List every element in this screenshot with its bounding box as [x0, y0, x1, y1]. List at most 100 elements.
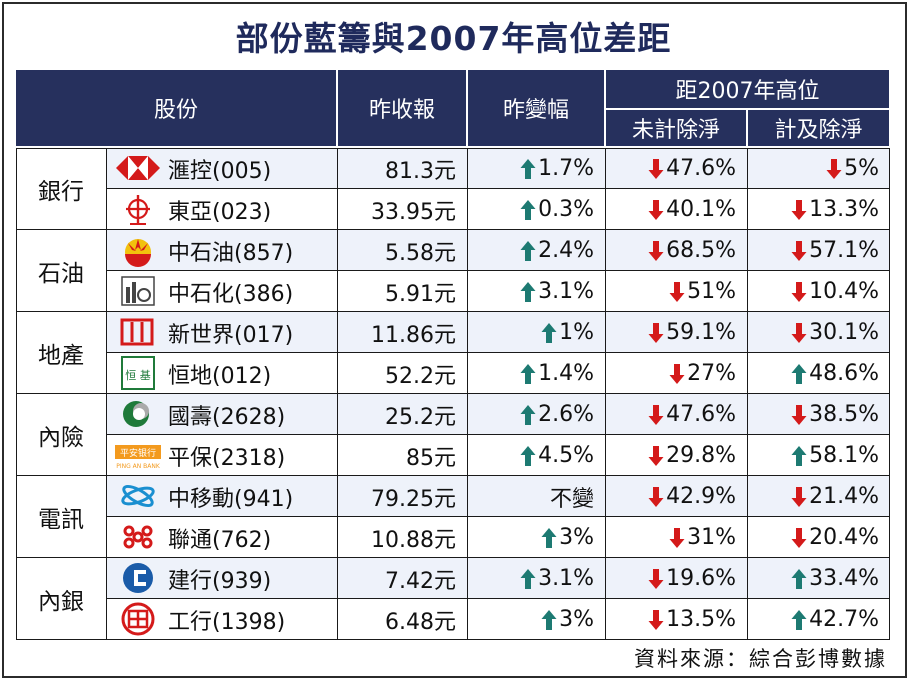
- group-bg: [16, 394, 106, 476]
- grid-right: [889, 148, 890, 640]
- stock-name: 國壽(2628): [168, 404, 286, 430]
- close-value-text: 11.86元: [371, 322, 456, 348]
- change-value: 1%: [468, 312, 604, 353]
- close-value: 5.91元: [338, 271, 466, 312]
- close-value: 7.42元: [338, 558, 466, 599]
- group-divider: [16, 475, 889, 476]
- stock-name: 恒地(012): [168, 363, 272, 389]
- arrow-up-icon: [541, 322, 557, 343]
- row-stripe: [106, 394, 889, 435]
- unadjusted-value-text: 13.5%: [666, 607, 736, 632]
- close-value: 6.48元: [338, 599, 466, 640]
- change-value-text: 1.4%: [538, 361, 594, 386]
- change-value: 1.7%: [468, 148, 604, 189]
- adjusted-value: 42.7%: [748, 599, 889, 640]
- arrow-up-icon: [541, 609, 557, 630]
- group-divider: [16, 639, 889, 640]
- logo-cell: 恒 基: [114, 355, 162, 391]
- arrow-down-icon: [791, 240, 807, 261]
- row-divider: [106, 352, 889, 353]
- adjusted-value-text: 33.4%: [809, 566, 879, 591]
- change-value-text: 4.5%: [538, 443, 594, 468]
- group-bg: [16, 476, 106, 558]
- adjusted-value: 21.4%: [748, 476, 889, 517]
- logo-cell: [114, 232, 162, 268]
- unadjusted-value: 47.6%: [606, 148, 746, 189]
- stock-name: 平保(2318): [168, 445, 286, 471]
- unadjusted-value-text: 27%: [687, 361, 736, 386]
- close-value-text: 33.95元: [371, 199, 456, 225]
- pingan-logo: 平安银行 PING AN BANK: [115, 445, 161, 470]
- close-value-text: 52.2元: [385, 363, 456, 389]
- change-value-text: 3.1%: [538, 279, 594, 304]
- adjusted-value: 57.1%: [748, 230, 889, 271]
- change-value: 不變: [468, 476, 604, 517]
- close-value: 5.58元: [338, 230, 466, 271]
- change-value-text: 3%: [559, 525, 594, 550]
- adjusted-value-text: 10.4%: [809, 279, 879, 304]
- adjusted-value-text: 48.6%: [809, 361, 879, 386]
- row-stripe: [106, 476, 889, 517]
- unadjusted-value: 68.5%: [606, 230, 746, 271]
- adjusted-value: 20.4%: [748, 517, 889, 558]
- stock-name: 中移動(941): [168, 486, 294, 512]
- arrow-down-icon: [791, 527, 807, 548]
- close-value: 85元: [338, 435, 466, 476]
- group-bg: [16, 558, 106, 640]
- unadjusted-value-text: 68.5%: [666, 238, 736, 263]
- arrow-up-icon: [520, 568, 536, 589]
- close-value-text: 79.25元: [371, 486, 456, 512]
- icbc-logo: [121, 602, 155, 636]
- logo-cell: [114, 314, 162, 350]
- change-value: 3%: [468, 517, 604, 558]
- unadjusted-value: 59.1%: [606, 312, 746, 353]
- svg-text:恒 基: 恒 基: [125, 369, 151, 382]
- arrow-up-icon: [520, 240, 536, 261]
- change-value-text: 不變: [549, 486, 594, 512]
- arrow-up-icon: [520, 404, 536, 425]
- grid-adj-left: [747, 148, 748, 640]
- row-stripe: [106, 148, 889, 189]
- change-value: 1.4%: [468, 353, 604, 394]
- adjusted-value-text: 13.3%: [809, 197, 879, 222]
- unadjusted-value-text: 29.8%: [666, 443, 736, 468]
- arrow-down-icon: [648, 568, 664, 589]
- arrow-up-icon: [791, 609, 807, 630]
- close-value-text: 10.88元: [371, 527, 456, 553]
- arrow-down-icon: [648, 404, 664, 425]
- close-value: 52.2元: [338, 353, 466, 394]
- unadjusted-value-text: 47.6%: [666, 402, 736, 427]
- bea-logo: [126, 195, 150, 225]
- unadjusted-value: 13.5%: [606, 599, 746, 640]
- stock-name: 中石油(857): [168, 240, 294, 266]
- ccb-logo: [123, 563, 153, 593]
- row-divider: [106, 270, 889, 271]
- row-stripe: [106, 558, 889, 599]
- logo-cell: [114, 396, 162, 432]
- unadjusted-value: 42.9%: [606, 476, 746, 517]
- arrow-down-icon: [648, 486, 664, 507]
- group-label: 內險: [38, 425, 84, 451]
- adjusted-value-text: 20.4%: [809, 525, 879, 550]
- header-change: 昨變幅: [468, 70, 604, 146]
- arrow-down-icon: [791, 404, 807, 425]
- page-title: 部份藍籌與2007年高位差距: [235, 19, 672, 58]
- sinopec-logo: [121, 276, 155, 306]
- arrow-up-icon: [791, 445, 807, 466]
- group-divider: [16, 311, 889, 312]
- stock-name: 新世界(017): [168, 322, 294, 348]
- hld-logo: 恒 基: [121, 356, 155, 390]
- row-divider: [106, 598, 889, 599]
- adjusted-value-text: 5%: [844, 156, 879, 181]
- arrow-down-icon: [791, 322, 807, 343]
- arrow-down-icon: [648, 199, 664, 220]
- change-value-text: 2.6%: [538, 402, 594, 427]
- arrow-down-icon: [669, 281, 685, 302]
- arrow-up-icon: [791, 363, 807, 384]
- arrow-down-icon: [648, 240, 664, 261]
- group-bg: [16, 230, 106, 312]
- adjusted-value: 38.5%: [748, 394, 889, 435]
- adjusted-value: 48.6%: [748, 353, 889, 394]
- adjusted-value: 13.3%: [748, 189, 889, 230]
- arrow-up-icon: [520, 281, 536, 302]
